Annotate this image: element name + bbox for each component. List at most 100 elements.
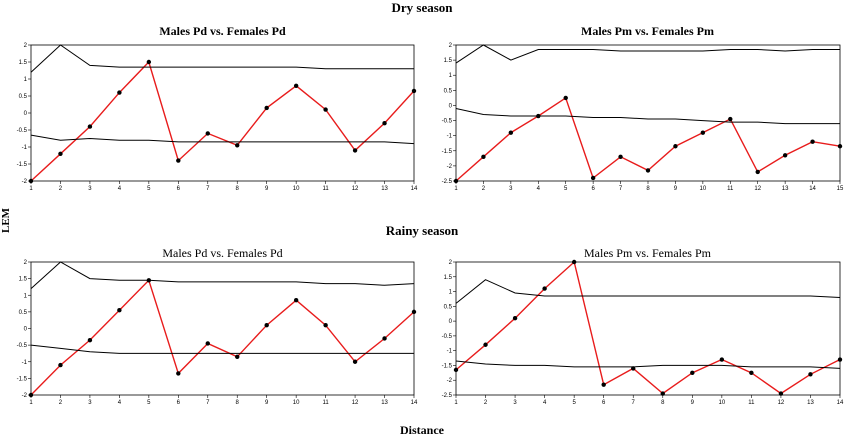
lem-data-point [542, 286, 547, 291]
lem-data-point [778, 391, 784, 396]
lem-data-point [837, 357, 843, 362]
lem-data-point [660, 391, 665, 396]
x-tick-label: 4 [537, 186, 541, 192]
x-tick-label: 2 [484, 400, 488, 406]
x-tick-label: 7 [619, 186, 623, 192]
lem-data-point [235, 354, 240, 359]
x-tick-label: 1 [29, 400, 33, 406]
x-tick-label: 2 [59, 400, 63, 406]
envelope-lower-line [455, 108, 840, 125]
lem-data-point [411, 309, 417, 315]
lem-data-point [264, 105, 269, 111]
y-tick-label: 0.5 [444, 88, 453, 94]
lem-data-point [117, 308, 122, 313]
x-tick-label: 12 [352, 186, 359, 192]
x-tick-label: 10 [293, 186, 300, 192]
x-tick-label: 10 [700, 186, 707, 192]
panel-title-dry-pd: Males Pd vs. Females Pd [159, 24, 286, 38]
lem-data-point [382, 121, 387, 126]
lem-data-point [411, 88, 417, 94]
x-tick-label: 6 [177, 186, 181, 192]
lem-data-point [205, 131, 210, 136]
lem-data-point [87, 124, 93, 129]
lem-data-point [810, 139, 815, 144]
lem-data-point [508, 130, 514, 135]
x-tick-label: 6 [591, 186, 595, 192]
x-tick-label: 10 [719, 400, 726, 406]
lem-data-point [453, 367, 459, 373]
y-tick-label: 1 [24, 293, 28, 299]
lem-data-point [58, 151, 63, 156]
y-tick-label: -1.5 [442, 363, 453, 369]
x-tick-label: 11 [748, 400, 755, 406]
y-tick-label: -2.5 [442, 393, 453, 399]
x-tick-label: 2 [482, 186, 486, 192]
x-tick-label: 13 [381, 186, 388, 192]
y-tick-label: 1.5 [19, 60, 28, 66]
x-tick-label: 6 [602, 400, 606, 406]
y-tick-label: 0 [24, 327, 28, 333]
lem-data-point [755, 169, 760, 175]
y-tick-label: 0.5 [444, 304, 453, 310]
lem-data-point [590, 175, 596, 181]
lem-data-point [483, 342, 488, 347]
x-tick-label: 8 [236, 186, 240, 192]
x-tick-label: 7 [206, 400, 210, 406]
x-tick-label: 1 [454, 186, 458, 192]
y-tick-label: 1 [449, 290, 453, 296]
envelope-upper-line [30, 44, 414, 73]
y-tick-label: -1 [22, 145, 28, 151]
x-tick-label: 3 [513, 400, 517, 406]
y-tick-label: -2 [22, 179, 28, 185]
lem-data-point [512, 315, 518, 321]
lem-data-point [673, 144, 678, 149]
y-tick-label: -1.5 [17, 162, 28, 168]
y-tick-label: 0.5 [19, 310, 28, 316]
lem-data-point [323, 107, 328, 112]
y-tick-label: 1.5 [444, 58, 453, 64]
y-tick-label: 1 [24, 77, 28, 83]
x-tick-label: 1 [29, 186, 33, 192]
y-tick-label: -1 [447, 134, 453, 140]
x-tick-label: 14 [837, 400, 844, 406]
lem-data-point [58, 362, 63, 368]
y-tick-label: -2.5 [442, 179, 453, 185]
lem-data-point [352, 359, 358, 364]
lem-data-point [601, 382, 606, 387]
lem-data-point [146, 59, 152, 65]
y-tick-label: 1.5 [444, 275, 453, 281]
lem-series-line [30, 60, 415, 182]
lem-data-point [808, 372, 813, 377]
lem-data-point [481, 154, 486, 160]
x-tick-label: 7 [206, 186, 210, 192]
envelope-upper-line [455, 44, 840, 64]
x-tick-label: 5 [572, 400, 576, 406]
x-tick-label: 4 [118, 400, 122, 406]
lem-data-point [382, 336, 387, 341]
lem-data-point [176, 158, 181, 163]
x-tick-label: 13 [807, 400, 814, 406]
lem-data-point [87, 337, 93, 343]
y-tick-label: 2 [24, 43, 28, 49]
x-tick-label: 4 [543, 400, 547, 406]
y-tick-label: -0.5 [17, 128, 28, 134]
x-tick-label: 5 [147, 400, 151, 406]
envelope-upper-line [455, 279, 841, 304]
x-tick-label: 14 [411, 186, 418, 192]
lem-data-point [235, 143, 240, 148]
lem-series-line [455, 260, 841, 395]
lem-data-point [571, 259, 577, 265]
y-tick-label: -1.5 [442, 149, 453, 155]
x-tick-label: 13 [782, 186, 789, 192]
lem-data-point [749, 370, 754, 376]
y-tick-label: 0 [449, 319, 453, 325]
lem-data-point [700, 130, 706, 135]
x-tick-label: 5 [147, 186, 151, 192]
y-tick-label: -0.5 [17, 343, 28, 349]
x-tick-label: 11 [322, 186, 329, 192]
lem-data-point [176, 371, 181, 376]
envelope-upper-line [30, 261, 415, 289]
lem-data-point [28, 392, 34, 398]
x-tick-label: 12 [778, 400, 785, 406]
x-tick-label: 15 [837, 186, 844, 192]
